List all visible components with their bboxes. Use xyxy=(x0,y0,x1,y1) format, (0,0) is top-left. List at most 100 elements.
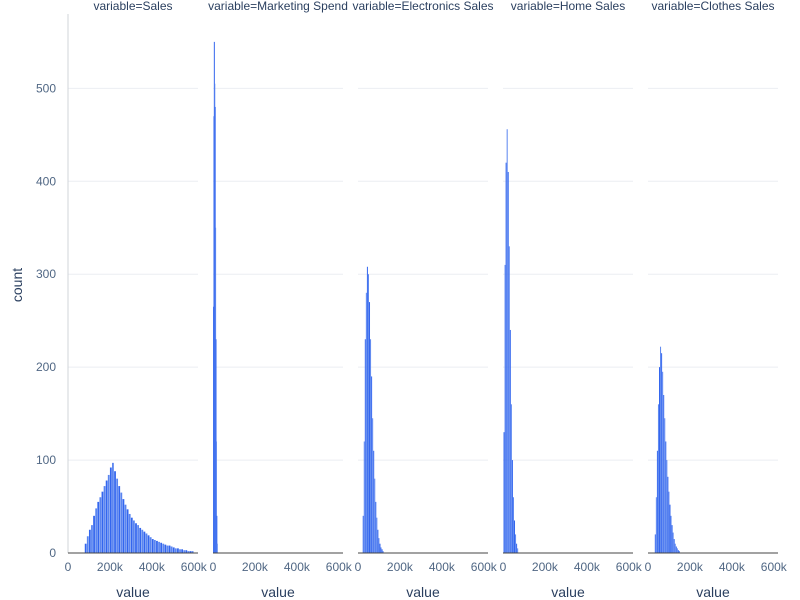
histogram-bar xyxy=(671,525,673,553)
x-tick-label: 400k xyxy=(139,560,166,574)
x-tick-label: 200k xyxy=(387,560,414,574)
histogram-bar xyxy=(665,441,667,553)
histogram-bar xyxy=(181,549,184,553)
y-tick-label: 300 xyxy=(36,267,56,281)
histogram-bar xyxy=(510,404,512,553)
histogram-bar xyxy=(666,460,668,553)
histogram-bar xyxy=(655,497,657,553)
histogram-bar xyxy=(657,404,659,553)
x-tick-label: 400k xyxy=(429,560,456,574)
facet-title: variable=Marketing Spend xyxy=(208,0,348,13)
x-tick-label: 600k xyxy=(181,560,208,574)
histogram-bar xyxy=(177,548,179,553)
histogram-bar xyxy=(84,543,87,553)
histogram-bar xyxy=(216,515,218,553)
histogram-bar xyxy=(669,504,671,553)
x-tick-label: 400k xyxy=(574,560,601,574)
histogram-bar xyxy=(137,525,139,553)
x-axis-title: value xyxy=(406,584,440,600)
histogram-bar xyxy=(517,548,519,553)
facet-title: variable=Sales xyxy=(93,0,172,13)
x-tick-label: 600k xyxy=(326,560,353,574)
histogram-bar xyxy=(112,462,114,553)
histogram-bar xyxy=(372,418,374,553)
histogram-bar xyxy=(99,497,102,553)
histogram-bar xyxy=(509,329,511,553)
histogram-bar xyxy=(674,543,676,553)
histogram-bar xyxy=(675,546,677,553)
histogram-bar xyxy=(124,504,127,553)
y-tick-label: 200 xyxy=(36,360,56,374)
histogram-bar xyxy=(93,515,95,553)
histogram-bar xyxy=(120,492,123,553)
histogram-bar xyxy=(170,546,173,553)
x-tick-label: 400k xyxy=(719,560,746,574)
histogram-bar xyxy=(506,129,508,553)
histogram-bar xyxy=(376,517,378,553)
histogram-bar xyxy=(107,474,110,553)
x-tick-label: 0 xyxy=(210,560,217,574)
histogram-bar xyxy=(381,549,383,553)
x-tick-label: 0 xyxy=(645,560,652,574)
histogram-bar xyxy=(663,395,665,553)
histogram-bar xyxy=(185,550,188,553)
histogram-bar xyxy=(378,538,380,553)
histogram-bar xyxy=(511,460,513,553)
histogram-bar xyxy=(369,302,371,553)
histogram-bar xyxy=(662,371,664,553)
histogram-bar xyxy=(153,539,156,553)
histogram-bar xyxy=(158,541,160,553)
x-tick-label: 600k xyxy=(616,560,643,574)
x-tick-label: 600k xyxy=(471,560,498,574)
x-axis-title: value xyxy=(551,584,585,600)
x-tick-label: 200k xyxy=(677,560,704,574)
x-axis-title: value xyxy=(696,584,730,600)
grid-layer xyxy=(68,87,778,461)
facet-title: variable=Electronics Sales xyxy=(352,0,493,13)
axes-layer xyxy=(67,14,778,554)
histogram-bar xyxy=(375,501,377,553)
histogram-bar xyxy=(382,551,384,553)
histogram-bar xyxy=(105,480,108,553)
y-axis-title: count xyxy=(9,268,25,302)
histogram-bar xyxy=(135,523,137,553)
histogram-bar xyxy=(379,543,381,553)
histogram-bar xyxy=(91,525,93,553)
histogram-bar xyxy=(512,497,514,553)
histogram-bar xyxy=(661,353,663,553)
histogram-bar xyxy=(149,537,152,553)
histogram-bar xyxy=(374,478,376,553)
x-tick-label: 0 xyxy=(65,560,72,574)
histogram-bar xyxy=(88,529,91,553)
histogram-bar xyxy=(377,529,379,553)
histogram-bar xyxy=(667,476,669,553)
x-tick-label: 600k xyxy=(761,560,788,574)
histogram-bar xyxy=(147,535,150,553)
histogram-bar xyxy=(86,536,89,553)
y-tick-label: 100 xyxy=(36,453,56,467)
histogram-bar xyxy=(133,520,135,553)
histogram-bar xyxy=(122,499,125,553)
histogram-bar xyxy=(507,171,509,553)
histogram-bar xyxy=(139,527,142,553)
x-tick-label: 0 xyxy=(500,560,507,574)
labels-layer: 0 100 200 300 400 500 variable=Sales 0 200k 400k 6… xyxy=(36,0,788,600)
histogram-bar xyxy=(103,486,106,553)
histogram-bar xyxy=(380,547,382,553)
histogram-bar xyxy=(191,551,194,553)
y-tick-label: 400 xyxy=(36,174,56,188)
histogram-bar xyxy=(95,508,98,553)
histogram-bar xyxy=(504,264,506,553)
x-tick-label: 200k xyxy=(97,560,124,574)
histogram-bar xyxy=(101,491,104,553)
histogram-bar xyxy=(654,534,656,553)
histogram-bar xyxy=(670,515,672,553)
bars-layer xyxy=(84,41,680,554)
histogram-bar xyxy=(668,491,670,553)
histogram-bar xyxy=(156,540,158,553)
histogram-bar xyxy=(673,539,675,553)
histogram-bar xyxy=(109,467,112,553)
x-axis-title: value xyxy=(116,584,150,600)
histogram-bar xyxy=(172,547,175,553)
x-tick-label: 200k xyxy=(532,560,559,574)
